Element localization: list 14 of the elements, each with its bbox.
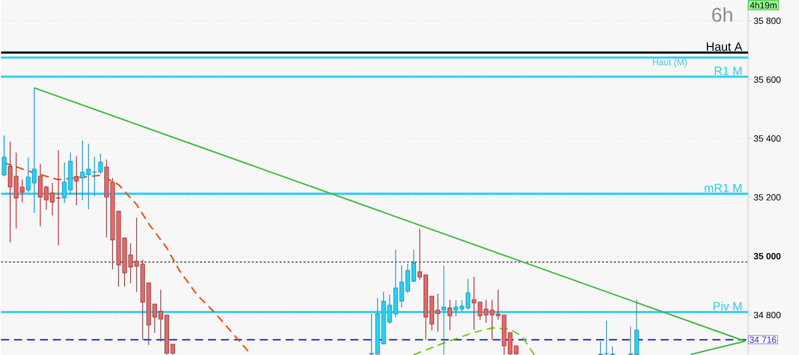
ref-line-label: R1 M [714,66,742,75]
y-tick-label: 35 200 [754,194,781,200]
ref-line-label: 34 716 [750,336,776,343]
text: 4h19m [750,2,777,8]
y-tick-label: 34 800 [754,312,781,318]
ref-line-label: Haut (M) [653,58,687,67]
y-tick-label: 35 400 [754,135,781,142]
y-tick-label: 35 000 [754,252,781,260]
chart-title: 6h [712,7,732,22]
y-tick-label: 35 600 [754,76,781,83]
ref-line-label: Haut A [706,42,742,51]
ref-line-label: Piv M [714,302,742,310]
ref-line-label: mR1 M [704,184,742,192]
y-tick-label: 35 800 [754,17,781,24]
